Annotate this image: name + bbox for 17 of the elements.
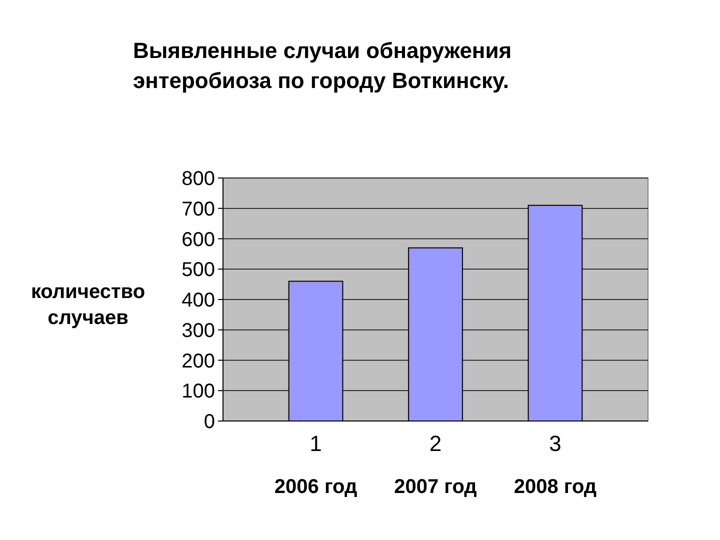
y-axis-title: количество случаев xyxy=(30,281,146,329)
y-tick-label: 400 xyxy=(182,290,215,312)
y-tick-label: 700 xyxy=(182,198,215,220)
text: 2008 год xyxy=(514,476,597,498)
x-tick-label: 1 xyxy=(310,431,322,456)
chart-title: Выявленные случаи обнаружения энтеробиоза по городу Воткинску. xyxy=(133,38,512,93)
x-tick-label: 2 xyxy=(429,431,442,456)
x-tick-label: 3 xyxy=(549,431,562,456)
y-tick-label: 600 xyxy=(182,228,215,251)
y-tick-label: 300 xyxy=(182,320,215,342)
y-tick-label: 500 xyxy=(182,259,215,282)
y-tick-label: 800 xyxy=(182,168,215,190)
y-tick-label: 100 xyxy=(182,380,215,403)
y-tick-label: 200 xyxy=(182,350,215,372)
text: 2006 год xyxy=(274,476,358,498)
y-tick-label: 0 xyxy=(204,411,215,433)
text: 2007 год xyxy=(394,476,478,498)
